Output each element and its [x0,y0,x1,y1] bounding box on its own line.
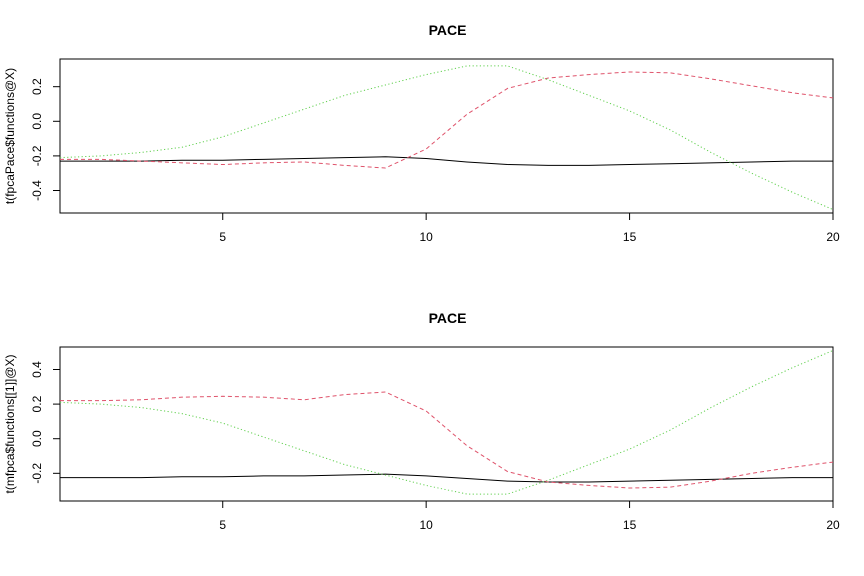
x-tick-label: 10 [419,230,433,244]
series-line-1 [60,473,833,483]
chart-title: PACE [429,310,467,326]
x-tick-label: 15 [623,230,637,244]
y-tick-label: -0.2 [30,145,44,166]
y-tick-label: 0.0 [30,113,44,130]
x-tick-label: 5 [219,518,226,532]
y-axis-label: t(mfpca$functions[[1]]@X) [3,355,17,494]
y-tick-label: 0.2 [30,78,44,95]
x-tick-label: 10 [419,518,433,532]
chart-panel-2: PACE 5 10 15 20 -0.2 0.0 0.2 0.4 t(mfpca$function… [3,310,840,532]
x-tick-label: 15 [623,518,637,532]
x-tick-label: 20 [826,518,840,532]
x-tick-label: 5 [219,230,226,244]
y-tick-label: 0.0 [30,430,44,447]
series-line-3 [59,349,834,495]
x-tick-label: 20 [826,230,840,244]
plot-frame [59,58,834,214]
y-tick-label: 0.2 [30,395,44,412]
chart-title: PACE [429,22,467,38]
plot-frame [59,346,834,502]
y-tick-label: -0.4 [30,180,44,201]
series-line-1 [60,156,833,166]
series-line-3 [59,65,834,211]
series-line-2 [60,391,834,489]
y-tick-label: 0.4 [30,361,44,378]
series-line-2 [60,71,834,169]
chart-panel-1: PACE 5 10 15 20 -0.4 -0.2 0.0 0.2 t(fpcaPace$func… [3,22,840,244]
y-axis-label: t(fpcaPace$functions@X) [3,68,17,204]
y-tick-label: -0.2 [30,463,44,484]
